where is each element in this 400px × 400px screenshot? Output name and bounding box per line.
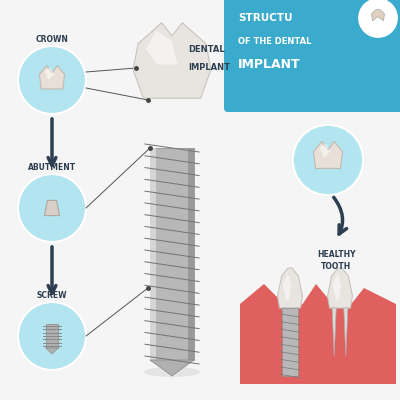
Circle shape: [293, 125, 363, 195]
Polygon shape: [278, 268, 302, 308]
Text: SCREW: SCREW: [37, 291, 67, 300]
Polygon shape: [294, 308, 298, 356]
Bar: [282, 308, 298, 376]
Polygon shape: [240, 284, 396, 384]
Polygon shape: [282, 308, 286, 356]
Polygon shape: [39, 66, 65, 89]
Polygon shape: [44, 200, 60, 216]
Text: OF THE DENTAL: OF THE DENTAL: [238, 38, 311, 46]
Text: DENTAL: DENTAL: [188, 46, 225, 54]
Text: IMPLANT: IMPLANT: [188, 64, 230, 72]
Polygon shape: [344, 308, 348, 356]
Polygon shape: [46, 348, 58, 354]
Polygon shape: [133, 23, 211, 98]
Text: ABUTMENT: ABUTMENT: [28, 163, 76, 172]
Polygon shape: [314, 141, 342, 168]
Circle shape: [18, 46, 86, 114]
Polygon shape: [332, 308, 336, 356]
Polygon shape: [328, 268, 352, 308]
Polygon shape: [45, 67, 54, 80]
Bar: [150, 148, 194, 360]
Bar: [188, 148, 194, 360]
Polygon shape: [150, 360, 194, 376]
Polygon shape: [333, 273, 341, 300]
Circle shape: [18, 174, 86, 242]
Circle shape: [18, 302, 86, 370]
Polygon shape: [146, 30, 177, 64]
Text: STRUCTU: STRUCTU: [238, 13, 293, 23]
Polygon shape: [372, 10, 384, 21]
Ellipse shape: [144, 367, 200, 377]
Text: CROWN: CROWN: [36, 35, 68, 44]
FancyBboxPatch shape: [224, 0, 400, 112]
Text: TOOTH: TOOTH: [321, 262, 351, 271]
Bar: [150, 148, 156, 360]
Text: IMPLANT: IMPLANT: [238, 58, 301, 70]
Bar: [46, 324, 58, 348]
Circle shape: [359, 0, 397, 37]
Text: HEALTHY: HEALTHY: [317, 250, 355, 259]
Polygon shape: [320, 144, 330, 158]
Polygon shape: [283, 273, 291, 300]
Bar: [240, 304, 396, 384]
